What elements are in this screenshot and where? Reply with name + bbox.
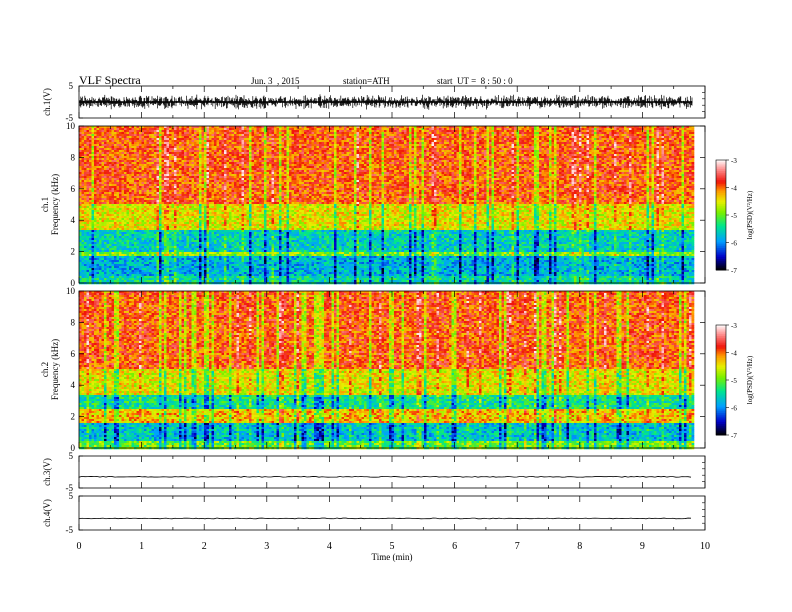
xtick-label-8: 8 (577, 541, 582, 552)
ch1_spec-ytick-label: 6 (71, 184, 76, 194)
ch2_spec-ytick-label: 4 (71, 380, 76, 390)
ch1_spec-ytick-label: 10 (66, 121, 76, 131)
ch1_spec-colorbar-tick-label: -5 (731, 212, 737, 220)
ch1_spec-colorbar-tick-label: -4 (731, 185, 737, 193)
xtick-label-5: 5 (390, 541, 395, 552)
ch1_spec-ytick-label: 8 (71, 152, 76, 162)
ch4_wave-ytick-label: 5 (69, 491, 74, 501)
ch2_spec-ytick-label: 10 (66, 286, 76, 296)
ch2_spec-colorbar-tick-label: -6 (731, 405, 737, 413)
ch1_wave-ylabel: ch.1(V) (42, 88, 52, 116)
xtick-label-3: 3 (264, 541, 269, 552)
xtick-label-7: 7 (515, 541, 520, 552)
ch4_wave-ytick-label: -5 (66, 525, 74, 535)
ch2_spec-channel-label: ch.2 (40, 362, 50, 377)
ch1_spec-colorbar-tick-label: -6 (731, 240, 737, 248)
ch2_spec-colorbar-label: log(PSD)(V²/Hz) (746, 355, 754, 404)
ch1_spec-ylabel: Frequency (kHz) (50, 174, 60, 235)
ch1_spec-colorbar (716, 160, 726, 271)
xaxis-label: Time (min) (372, 552, 413, 562)
xtick-label-10: 10 (700, 541, 710, 552)
xtick-label-6: 6 (452, 541, 457, 552)
ch2_spec-heatmap (79, 291, 694, 449)
ch2_spec-ytick-label: 6 (71, 349, 76, 359)
xtick-label-9: 9 (640, 541, 645, 552)
ch1_spec-colorbar-label: log(PSD)(V²/Hz) (746, 190, 754, 239)
xtick-label-2: 2 (202, 541, 207, 552)
ch2_spec-colorbar (716, 325, 726, 436)
ch1_wave-ytick-label: 5 (69, 81, 74, 91)
ch4_wave-ylabel: ch.4(V) (42, 499, 52, 527)
ch1_spec-ytick-label: 2 (71, 247, 76, 257)
ch2_spec-ytick-label: 2 (71, 412, 76, 422)
ch3_wave-ylabel: ch.3(V) (42, 458, 52, 486)
ch1_spec-heatmap (79, 126, 694, 284)
ch1_spec-ytick-label: 4 (71, 215, 76, 225)
xtick-label-0: 0 (77, 541, 82, 552)
vlf-spectra-figure: 5-5ch.1(V)0246810ch.1 Frequency (kHz)-3-4… (0, 0, 792, 612)
ch2_spec-colorbar-tick-label: -7 (731, 432, 737, 440)
ch2_spec-ytick-label: 8 (71, 317, 76, 327)
ch2_spec-colorbar-tick-label: -5 (731, 377, 737, 385)
ch1_spec-colorbar-tick-label: -3 (731, 157, 737, 165)
ch1_spec-colorbar-tick-label: -7 (731, 267, 737, 275)
ch2_spec-colorbar-tick-label: -3 (731, 322, 737, 330)
ch2_spec-ylabel: Frequency (kHz) (50, 339, 60, 400)
ch3_wave-ytick-label: 5 (69, 451, 74, 461)
xtick-label-1: 1 (139, 541, 144, 552)
ch1_spec-channel-label: ch.1 (40, 197, 50, 212)
ch2_spec-colorbar-tick-label: -4 (731, 350, 737, 358)
xtick-label-4: 4 (327, 541, 332, 552)
